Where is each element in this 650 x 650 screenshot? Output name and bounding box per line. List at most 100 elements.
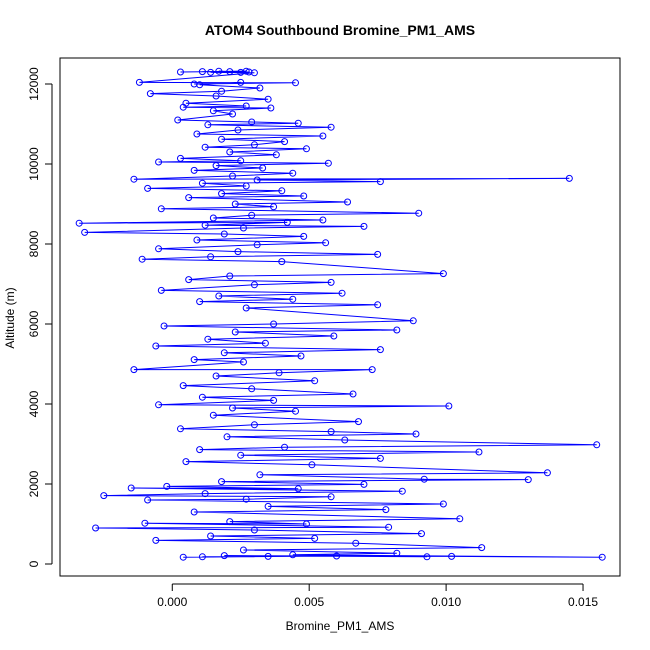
data-point: [382, 506, 390, 514]
data-point: [163, 482, 171, 490]
data-point: [220, 349, 228, 357]
data-point: [242, 102, 250, 110]
data-point: [327, 123, 335, 131]
data-point: [226, 68, 234, 76]
data-point: [229, 404, 237, 412]
data-point: [190, 508, 198, 516]
data-point: [144, 496, 152, 504]
data-point: [338, 289, 346, 297]
data-point: [264, 502, 272, 510]
data-point: [283, 218, 291, 226]
data-point: [201, 490, 209, 498]
data-point: [250, 69, 258, 77]
series-line: [79, 70, 603, 558]
data-point: [270, 396, 278, 404]
data-point: [229, 110, 237, 118]
data-point: [456, 515, 464, 523]
data-point: [198, 553, 206, 561]
data-point: [204, 335, 212, 343]
data-point: [289, 169, 297, 177]
data-point: [374, 250, 382, 258]
data-point: [327, 278, 335, 286]
data-point: [270, 320, 278, 328]
data-point: [179, 382, 187, 390]
data-point: [281, 138, 289, 146]
x-axis: 0.000 0.005 0.010 0.015: [157, 583, 598, 609]
data-point: [354, 418, 362, 426]
data-point: [448, 552, 456, 560]
data-point: [185, 276, 193, 284]
data-point: [417, 530, 425, 538]
data-point: [398, 487, 406, 495]
data-point: [423, 553, 431, 561]
y-tick-label: 2000: [27, 470, 41, 497]
data-point: [190, 166, 198, 174]
data-point: [420, 475, 428, 483]
data-point: [250, 526, 258, 534]
data-point: [300, 232, 308, 240]
data-point: [250, 421, 258, 429]
data-point: [130, 366, 138, 374]
plot-frame: [59, 57, 621, 577]
data-point: [376, 178, 384, 186]
data-point: [319, 132, 327, 140]
data-point: [185, 194, 193, 202]
data-point: [212, 92, 220, 100]
data-point: [207, 68, 215, 76]
data-point: [157, 286, 165, 294]
data-point: [322, 239, 330, 247]
data-point: [201, 221, 209, 229]
data-point: [311, 534, 319, 542]
data-point: [176, 68, 184, 76]
data-point: [565, 174, 573, 182]
data-point: [237, 157, 245, 165]
data-point: [141, 519, 149, 527]
data-point: [598, 553, 606, 561]
y-tick-label: 0: [27, 560, 41, 567]
data-point: [475, 448, 483, 456]
data-point: [218, 135, 226, 143]
data-point: [264, 95, 272, 103]
data-point: [204, 121, 212, 129]
data-point: [242, 182, 250, 190]
y-tick-label: 12000: [27, 67, 41, 101]
data-point: [393, 549, 401, 557]
data-point: [220, 552, 228, 560]
data-point: [374, 301, 382, 309]
data-point: [327, 428, 335, 436]
data-point: [292, 407, 299, 415]
data-point: [201, 143, 209, 151]
data-point: [281, 443, 289, 451]
data-point: [127, 484, 135, 492]
data-point: [393, 326, 401, 334]
data-point: [155, 401, 163, 409]
data-point: [207, 532, 215, 540]
data-point: [226, 148, 234, 156]
data-point: [231, 328, 239, 336]
data-point: [376, 454, 384, 462]
data-point: [376, 346, 384, 354]
x-tick-label: 0.000: [157, 595, 187, 609]
data-point: [157, 205, 165, 213]
data-point: [256, 471, 264, 479]
data-point: [439, 270, 447, 278]
data-point: [308, 461, 316, 469]
data-point: [218, 478, 226, 486]
data-point: [130, 175, 138, 183]
data-point: [294, 119, 302, 127]
data-point: [215, 292, 223, 300]
data-point: [302, 145, 310, 153]
data-point: [144, 184, 152, 192]
data-point: [261, 339, 269, 347]
data-point: [242, 495, 250, 503]
data-point: [248, 118, 256, 126]
data-point: [226, 272, 234, 280]
data-point: [179, 103, 187, 111]
data-point: [207, 253, 215, 261]
data-point: [292, 79, 299, 87]
data-point: [193, 130, 201, 138]
data-point: [289, 551, 297, 559]
data-point: [267, 104, 275, 112]
data-point: [297, 352, 305, 360]
